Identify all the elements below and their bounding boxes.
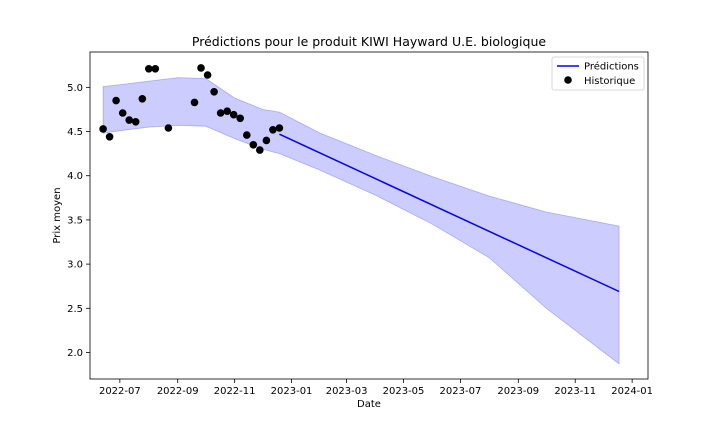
chart-title: Prédictions pour le produit KIWI Hayward… (192, 34, 546, 49)
historical-point (255, 146, 264, 154)
x-axis: 2022-07 2022-09 2022-11 2023-01 2023-03 2023-… (99, 379, 653, 397)
historical-point (210, 88, 218, 96)
x-tick-label: 2023-11 (554, 386, 596, 397)
historical-point (131, 118, 140, 126)
x-tick-label: 2023-09 (497, 386, 539, 397)
confidence-band-area (102, 77, 620, 365)
x-tick-label: 2023-05 (383, 386, 425, 397)
y-axis: 2.0 2.5 3.0 3.5 4.0 4.5 5.0 (67, 83, 90, 359)
legend-marker-swatch (564, 76, 572, 84)
historical-point (138, 95, 147, 103)
prediction-line-layer (279, 133, 620, 293)
historical-point (275, 124, 284, 132)
historical-points-layer (99, 64, 284, 154)
x-axis-label: Date (357, 399, 381, 410)
historical-point (112, 96, 120, 105)
historical-point (118, 109, 127, 117)
historical-point (229, 110, 238, 119)
historical-point (164, 124, 173, 132)
x-tick-label: 2023-07 (440, 386, 482, 397)
y-tick-label: 2.5 (67, 304, 83, 315)
historical-point (125, 116, 133, 124)
historical-point (145, 65, 153, 73)
legend-label-historique: Historique (584, 76, 635, 87)
y-tick-label: 4.0 (67, 171, 83, 182)
y-tick-label: 5.0 (67, 83, 83, 94)
x-tick-label: 2023-03 (326, 386, 368, 397)
historical-point (243, 131, 251, 139)
y-tick-label: 3.5 (67, 215, 83, 226)
historical-point (223, 107, 231, 115)
y-tick-label: 3.0 (67, 260, 83, 271)
y-axis-label: Prix moyen (52, 187, 63, 243)
historical-point (197, 64, 205, 72)
x-tick-label: 2023-01 (271, 386, 313, 397)
plot-frame (89, 51, 649, 380)
confidence-band-layer (102, 77, 620, 365)
x-tick-label: 2024-01 (611, 386, 653, 397)
prediction-line (279, 133, 620, 293)
legend-label-predictions: Prédictions (584, 61, 639, 73)
historical-point (151, 65, 160, 73)
historical-point (99, 125, 107, 133)
historical-point (216, 109, 225, 117)
x-tick-label: 2022-09 (157, 386, 199, 397)
y-tick-label: 4.5 (67, 127, 83, 138)
y-tick-label: 2.0 (67, 348, 83, 359)
historical-point (249, 141, 258, 149)
historical-point (203, 71, 212, 79)
x-tick-label: 2022-07 (99, 386, 141, 397)
x-tick-label: 2022-11 (214, 386, 256, 397)
historical-point (190, 98, 199, 107)
legend: Prédictions Historique (551, 56, 645, 91)
historical-point (269, 126, 277, 134)
historical-point (236, 114, 244, 123)
historical-point (262, 136, 271, 145)
historical-point (105, 133, 114, 141)
